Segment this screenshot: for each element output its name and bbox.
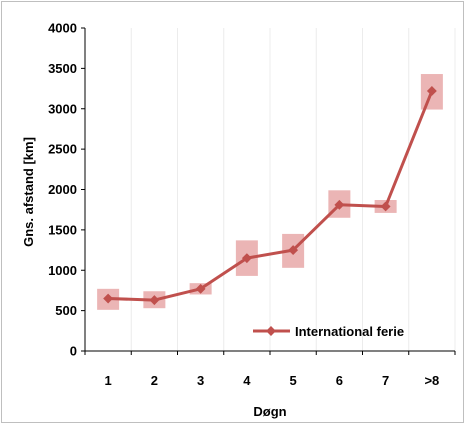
x-tick-label: 2 [151, 373, 158, 388]
y-tick-label: 4000 [48, 21, 77, 36]
legend-marker [266, 326, 276, 336]
data-point-3 [195, 283, 206, 294]
data-point-2 [149, 295, 160, 306]
series-polyline [108, 90, 434, 302]
x-axis-label: Døgn [253, 404, 286, 419]
x-tick-label: 1 [105, 373, 112, 388]
x-tick-labels: 1 2 3 4 5 6 7 >8 [105, 373, 440, 388]
category-gridlines [130, 28, 456, 351]
y-tick-label: 2000 [48, 182, 77, 197]
axes [81, 27, 456, 355]
x-tick-label: 7 [382, 373, 389, 388]
x-tick-label: 4 [243, 373, 251, 388]
x-tick-label: 6 [336, 373, 343, 388]
y-tick-label: 2500 [48, 142, 77, 157]
y-tick-label: 500 [55, 303, 77, 318]
y-tick-label: 3500 [48, 61, 77, 76]
y-tick-label: 1500 [48, 222, 77, 237]
y-tick-label: 3000 [48, 101, 77, 116]
legend-label: International ferie [295, 324, 404, 339]
series-line [103, 86, 437, 306]
data-point-5 [288, 245, 299, 256]
y-axis-label: Gns. afstand [km] [21, 137, 36, 247]
data-point-6 [334, 199, 345, 210]
y-tick-labels: 0 500 1000 1500 2000 2500 3000 3500 4000 [48, 21, 77, 359]
x-tick-label: >8 [424, 373, 439, 388]
legend: International ferie [253, 324, 404, 339]
y-tick-label: 0 [70, 344, 77, 359]
data-point-7 [380, 201, 391, 212]
x-tick-label: 5 [290, 373, 297, 388]
y-tick-label: 1000 [48, 263, 77, 278]
data-point-4 [241, 253, 252, 264]
x-tick-label: 3 [197, 373, 204, 388]
